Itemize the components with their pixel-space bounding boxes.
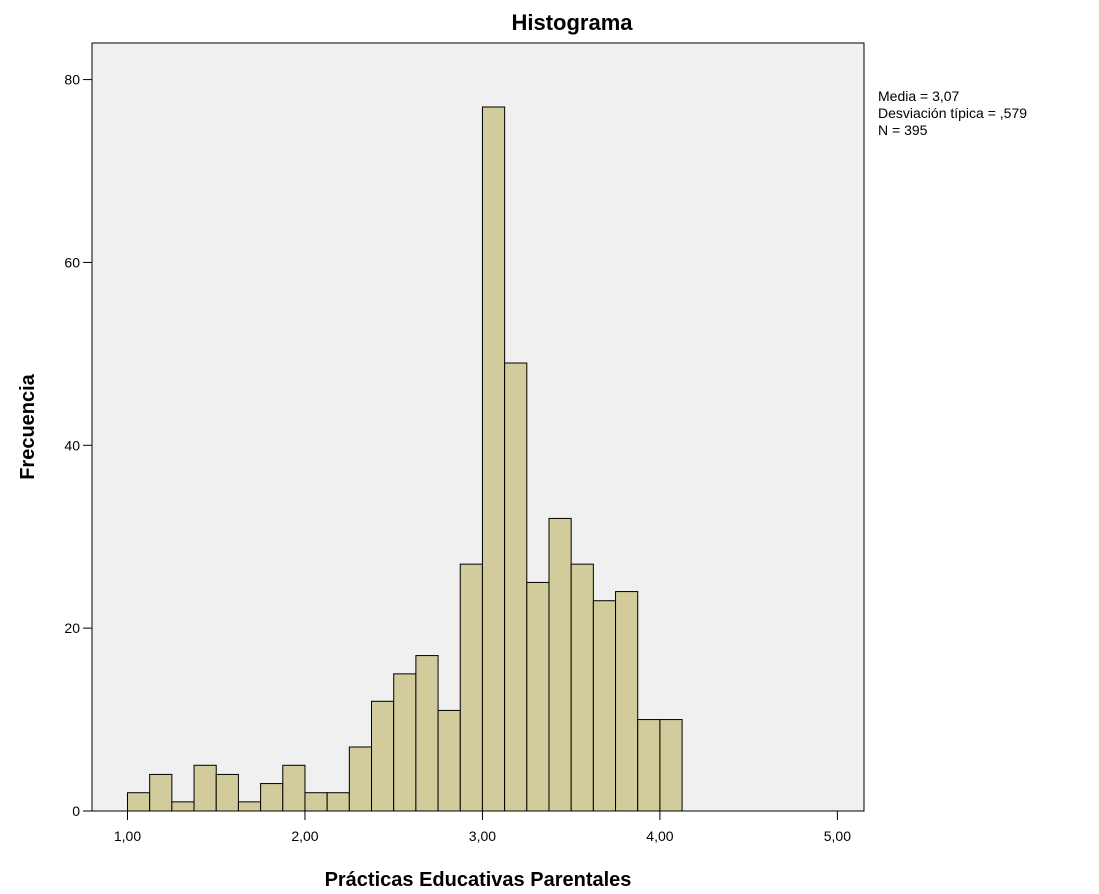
- stat-n: N = 395: [878, 122, 928, 138]
- histogram-bar: [637, 719, 661, 812]
- histogram-bar: [126, 792, 151, 812]
- y-axis: 0 20 40 60 80: [64, 72, 92, 819]
- histogram-bar: [570, 563, 594, 812]
- y-tick-label: 80: [64, 72, 80, 88]
- y-tick-label: 0: [72, 803, 80, 819]
- stat-mean: Media = 3,07: [878, 88, 960, 104]
- histogram-bar: [592, 600, 617, 812]
- histogram-bar: [193, 764, 217, 812]
- stats-box: Media = 3,07 Desviación típica = ,579 N …: [878, 88, 1027, 138]
- histogram-bar: [526, 581, 550, 812]
- histogram-bar: [459, 563, 483, 812]
- y-tick-label: 40: [64, 437, 80, 453]
- x-axis-title: Prácticas Educativas Parentales: [325, 869, 632, 891]
- histogram-bar: [615, 591, 639, 812]
- histogram-bar: [282, 764, 306, 812]
- histogram-bar: [304, 792, 328, 812]
- chart-title: Histograma: [511, 10, 633, 35]
- histogram-bar: [371, 700, 395, 812]
- histogram-bar: [348, 746, 373, 812]
- x-tick-label: 1,00: [114, 828, 141, 844]
- bars-group: [126, 106, 683, 812]
- histogram-bar: [437, 709, 461, 812]
- histogram-bar: [504, 362, 528, 812]
- histogram-bar: [171, 801, 195, 812]
- histogram-bar: [326, 792, 350, 812]
- stat-std: Desviación típica = ,579: [878, 105, 1027, 121]
- histogram-bar: [215, 773, 239, 812]
- x-tick-label: 4,00: [646, 828, 673, 844]
- histogram-bar: [149, 773, 173, 812]
- x-tick-label: 5,00: [824, 828, 851, 844]
- x-tick-label: 2,00: [291, 828, 318, 844]
- histogram-bar: [237, 801, 262, 812]
- x-tick-label: 3,00: [469, 828, 496, 844]
- y-axis-title: Frecuencia: [17, 373, 39, 479]
- histogram-bar: [393, 673, 417, 812]
- histogram-bar: [659, 719, 683, 812]
- y-tick-label: 60: [64, 254, 80, 270]
- histogram-bar: [481, 106, 506, 812]
- histogram-bar: [548, 517, 572, 812]
- x-axis: 1,00 2,00 3,00 4,00 5,00: [114, 811, 851, 844]
- histogram-bar: [415, 655, 439, 812]
- y-tick-label: 20: [64, 620, 80, 636]
- histogram-bar: [260, 783, 284, 812]
